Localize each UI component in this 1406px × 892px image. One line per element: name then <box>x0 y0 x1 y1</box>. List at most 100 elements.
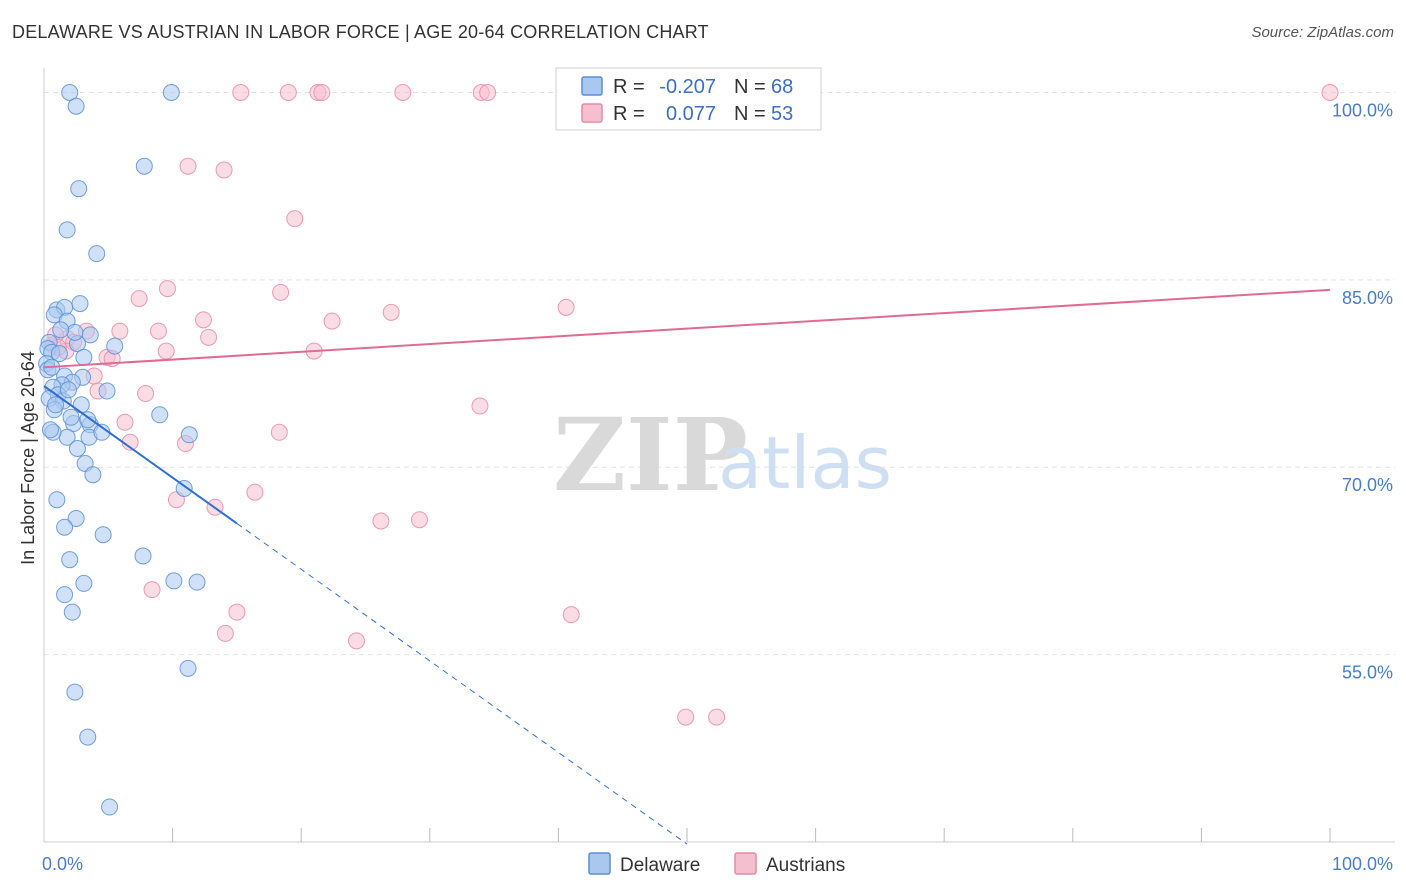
point-austrians-12 <box>158 280 176 298</box>
point-delaware-65 <box>66 323 84 341</box>
y-axis-label: In Labor Force | Age 20-64 <box>18 351 38 565</box>
y-tick-label-85: 85.0% <box>1342 288 1393 308</box>
point-austrians-44 <box>143 581 161 599</box>
trend-line-austrians <box>43 288 1331 369</box>
point-austrians-10 <box>215 161 233 179</box>
point-delaware-56 <box>66 683 84 701</box>
point-austrians-43 <box>411 511 429 529</box>
point-austrians-8 <box>1321 83 1339 101</box>
point-delaware-42 <box>84 466 102 484</box>
legend-box: R = -0.207 N = 68 R = 0.077 N = 53 <box>555 67 822 131</box>
point-delaware-55 <box>179 659 197 677</box>
point-austrians-26 <box>157 342 175 360</box>
point-delaware-6 <box>88 245 106 263</box>
x-tick-label-100: 100.0% <box>1332 854 1393 874</box>
point-delaware-50 <box>165 572 183 590</box>
point-austrians-19 <box>111 322 129 340</box>
point-austrians-33 <box>137 385 155 403</box>
bottom-legend-swatch-austrians <box>734 852 757 875</box>
point-austrians-45 <box>228 603 246 621</box>
point-austrians-49 <box>677 708 695 726</box>
point-austrians-34 <box>471 397 489 415</box>
point-delaware-1 <box>162 83 180 101</box>
point-delaware-51 <box>188 573 206 591</box>
y-tick-label-55: 55.0% <box>1342 663 1393 683</box>
point-austrians-50 <box>708 708 726 726</box>
chart-title: DELAWARE VS AUSTRIAN IN LABOR FORCE | AG… <box>12 22 709 42</box>
point-austrians-22 <box>200 328 218 346</box>
point-austrians-9 <box>179 157 197 175</box>
point-delaware-44 <box>48 491 66 509</box>
y-tick-label-100: 100.0% <box>1332 100 1393 120</box>
point-delaware-66 <box>52 321 70 339</box>
point-austrians-48 <box>347 632 365 650</box>
point-austrians-11 <box>286 210 304 228</box>
point-austrians-46 <box>562 606 580 624</box>
watermark: ZIP atlas <box>553 396 892 514</box>
point-delaware-36 <box>180 426 198 444</box>
point-delaware-38 <box>79 411 97 429</box>
point-delaware-40 <box>68 440 86 458</box>
legend-swatch-delaware <box>581 76 603 96</box>
legend-n-value-delaware: 68 <box>771 76 793 98</box>
source-credit: Source: ZipAtlas.com <box>1251 24 1394 41</box>
point-delaware-53 <box>56 586 74 604</box>
legend-r-value-austrians: 0.077 <box>666 103 716 125</box>
trend-line-delaware-extension <box>236 523 688 845</box>
trend-line-delaware <box>43 385 238 525</box>
point-austrians-0 <box>232 83 250 101</box>
point-austrians-3 <box>313 83 331 101</box>
axes <box>43 68 1395 843</box>
point-delaware-61 <box>62 408 80 426</box>
point-delaware-52 <box>75 574 93 592</box>
legend-n-label-austrians: N = <box>734 103 766 125</box>
point-delaware-25 <box>98 382 116 400</box>
point-delaware-45 <box>67 509 85 527</box>
point-austrians-15 <box>557 298 575 316</box>
point-delaware-67 <box>75 348 93 366</box>
bottom-legend-label-austrians: Austrians <box>766 855 845 876</box>
legend-swatch-austrians <box>581 103 603 123</box>
bottom-legend-label-delaware: Delaware <box>620 855 700 876</box>
point-austrians-40 <box>246 483 264 501</box>
legend-r-label-delaware: R = <box>613 76 645 98</box>
bottom-legend-swatch-delaware <box>588 852 611 875</box>
bottom-legend: Delaware Austrians <box>588 852 845 876</box>
point-austrians-42 <box>372 512 390 530</box>
point-delaware-60 <box>50 345 68 363</box>
watermark-zip: ZIP <box>553 396 748 514</box>
point-delaware-63 <box>59 381 77 399</box>
point-delaware-49 <box>61 551 79 569</box>
series-delaware <box>38 83 206 816</box>
legend-r-label-austrians: R = <box>613 103 645 125</box>
point-austrians-1 <box>279 83 297 101</box>
trend-lines <box>43 288 1331 845</box>
point-austrians-4 <box>394 83 412 101</box>
point-austrians-20 <box>149 322 167 340</box>
point-delaware-31 <box>151 406 169 424</box>
y-tick-label-70: 70.0% <box>1342 475 1393 495</box>
point-delaware-54 <box>63 603 81 621</box>
point-delaware-5 <box>58 221 76 239</box>
point-delaware-48 <box>134 547 152 565</box>
point-austrians-18 <box>323 312 341 330</box>
point-delaware-57 <box>79 728 97 746</box>
point-delaware-58 <box>101 798 119 816</box>
grid-lines <box>44 91 1395 656</box>
point-delaware-59 <box>41 421 59 439</box>
point-delaware-43 <box>175 479 193 497</box>
point-austrians-6 <box>479 83 497 101</box>
legend-r-value-delaware: -0.207 <box>659 76 716 98</box>
legend-n-label-delaware: N = <box>734 76 766 98</box>
point-austrians-35 <box>116 413 134 431</box>
point-austrians-17 <box>194 311 212 329</box>
point-delaware-46 <box>56 518 74 536</box>
tick-labels: 100.0% 85.0% 70.0% 55.0% 0.0% 100.0% <box>42 100 1393 874</box>
point-delaware-47 <box>94 526 112 544</box>
x-tick-label-0: 0.0% <box>42 854 83 874</box>
point-delaware-0 <box>61 83 79 101</box>
point-delaware-3 <box>135 157 153 175</box>
point-austrians-14 <box>130 290 148 308</box>
point-delaware-2 <box>67 97 85 115</box>
